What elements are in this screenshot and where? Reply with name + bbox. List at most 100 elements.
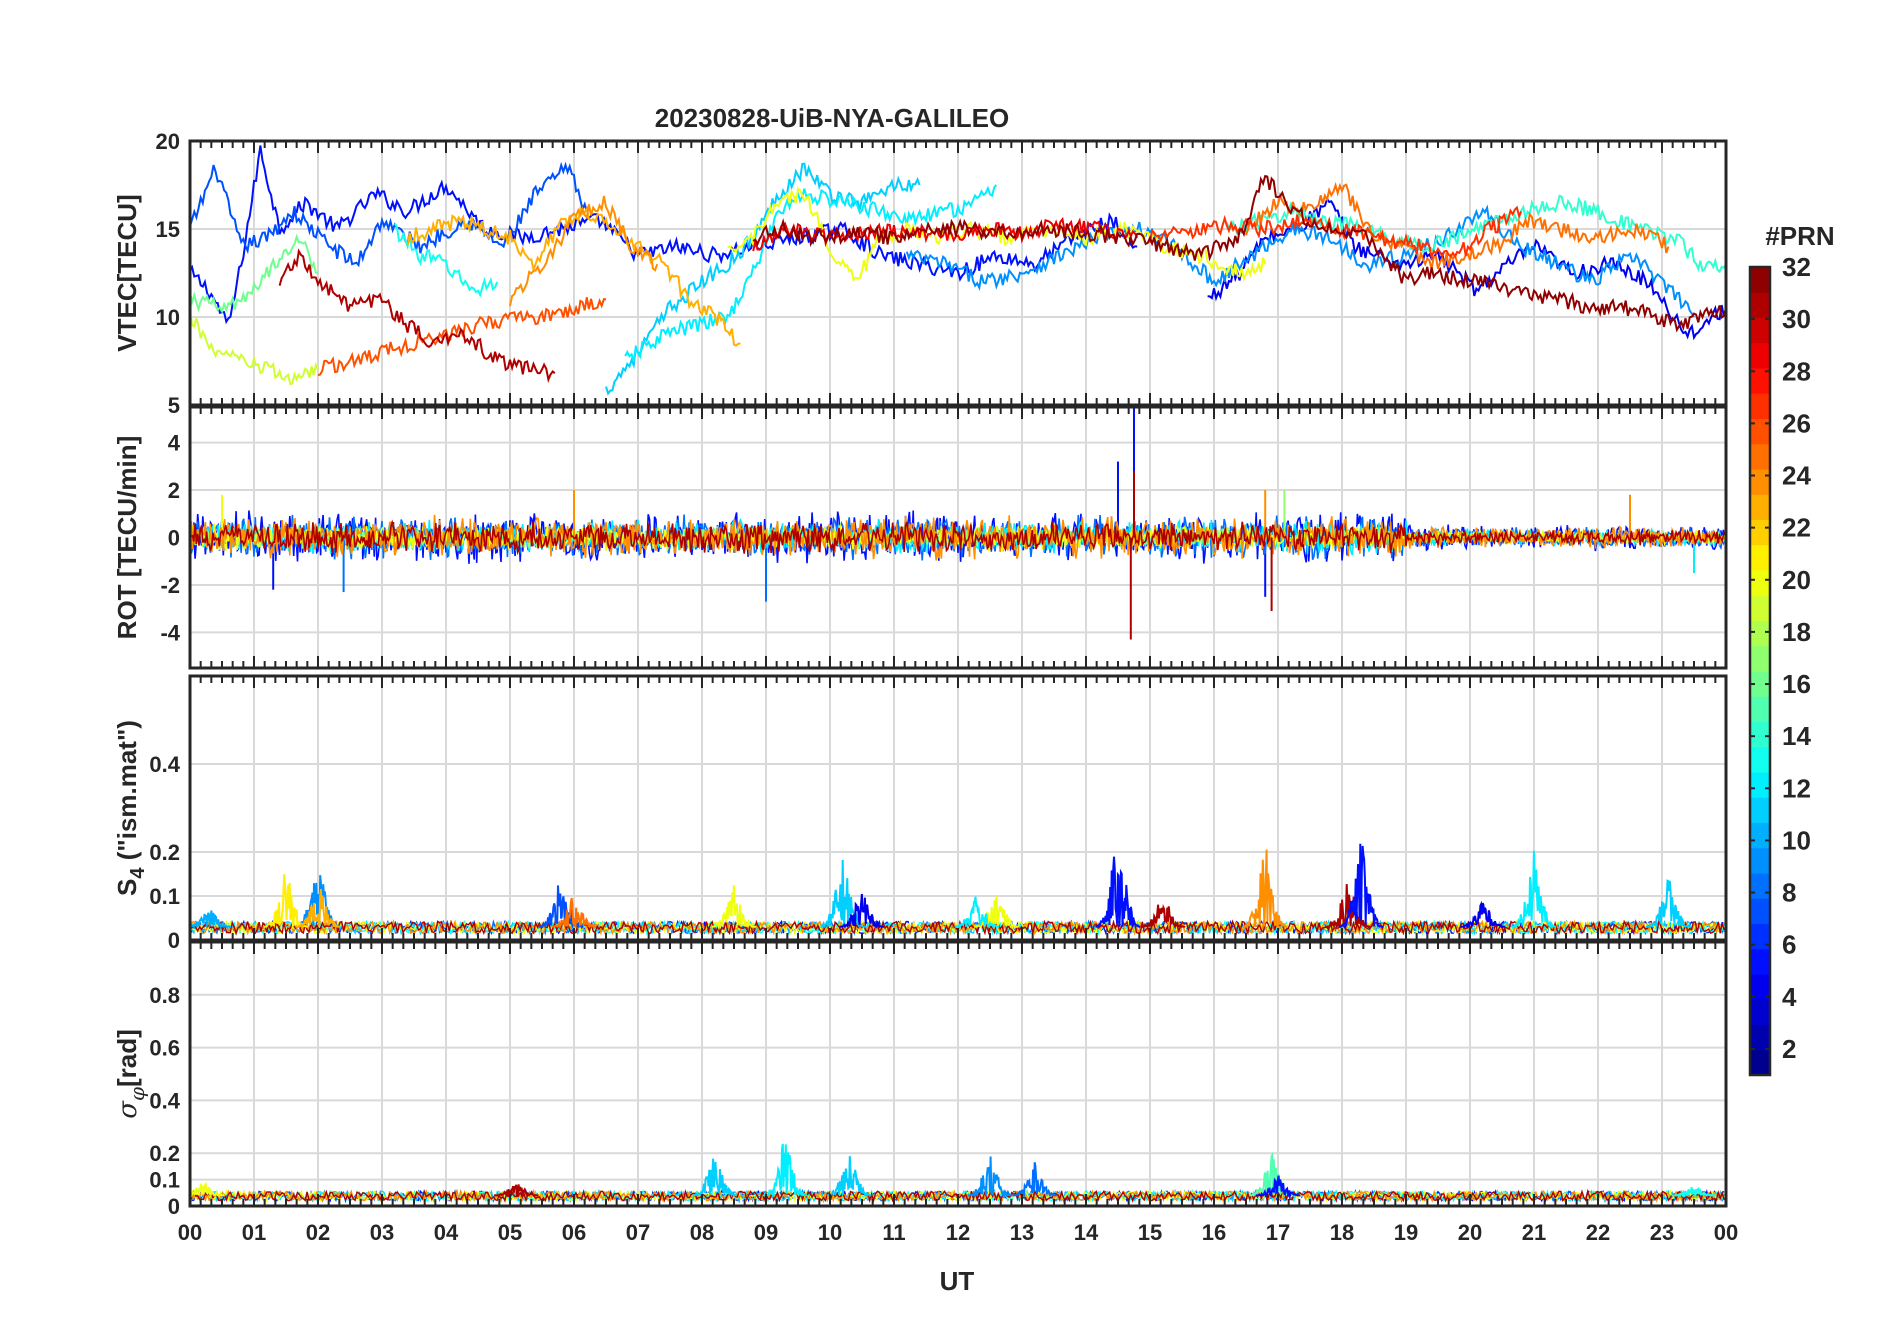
x-tick-label: 22: [1586, 1220, 1610, 1245]
x-tick-label: 12: [946, 1220, 970, 1245]
y-tick-label: 0.2: [149, 1141, 180, 1166]
panel-sigma_phi: 00.10.2 0.4 0.6 0.8σφ[rad] 00 01 02 03 04 05 06 07 0…: [112, 940, 1738, 1245]
y-tick-label: 0: [168, 526, 180, 551]
colorbar-tick-label: 2: [1782, 1034, 1796, 1064]
series-line-prn-23: [406, 205, 741, 347]
colorbar-tick-label: 30: [1782, 304, 1811, 334]
colorbar-segment: [1750, 393, 1770, 419]
colorbar-segment: [1750, 267, 1770, 293]
colorbar-segment: [1750, 443, 1770, 470]
x-tick-label: 07: [626, 1220, 650, 1245]
x-tick-label: 09: [754, 1220, 778, 1245]
series-line-prn-25: [1245, 181, 1670, 270]
colorbar-segment: [1750, 1049, 1770, 1076]
colorbar-tick-label: 14: [1782, 721, 1811, 751]
burst-prn-12: [954, 896, 1000, 929]
burst-prn-12: [1511, 850, 1557, 930]
series-group-vtec: [190, 145, 1726, 396]
figure-title: 20230828-UiB-NYA-GALILEO: [655, 103, 1010, 133]
series-line-prn-11: [605, 162, 921, 396]
burst-prn-4: [839, 893, 885, 930]
colorbar-segment: [1750, 772, 1770, 798]
colorbar-segment: [1750, 595, 1770, 621]
colorbar-segment: [1750, 368, 1770, 394]
colorbar-segment: [1750, 570, 1770, 596]
series-line-prn-5: [190, 145, 1138, 325]
burst-prn-31: [494, 1184, 539, 1198]
colorbar-label: #PRN: [1765, 221, 1834, 251]
colorbar-segment: [1750, 671, 1770, 697]
colorbar-frame: [1748, 265, 1772, 1077]
x-tick-label: 23: [1650, 1220, 1674, 1245]
colorbar-segment: [1750, 999, 1770, 1025]
burst-prn-24: [1242, 849, 1288, 928]
y-tick-label: 0.6: [149, 1036, 180, 1061]
burst-prn-23: [295, 888, 341, 929]
colorbar-tick-label: 24: [1782, 461, 1811, 491]
y-tick-label: 0.1: [149, 884, 180, 909]
burst-prn-11: [692, 1158, 737, 1199]
series-line-prn-13: [393, 222, 499, 298]
x-tick-label: 13: [1010, 1220, 1034, 1245]
y-tick-label: 2: [168, 478, 180, 503]
y-axis-label-s4: S4 ("ism.mat"): [112, 720, 149, 896]
colorbar-segment: [1750, 797, 1770, 823]
x-tick-label: 08: [690, 1220, 714, 1245]
y-tick-label: 20: [156, 129, 180, 154]
x-tick-label: 02: [306, 1220, 330, 1245]
x-tick-label: 10: [818, 1220, 842, 1245]
x-tick-label: 06: [562, 1220, 586, 1245]
y-tick-label: 15: [156, 217, 180, 242]
burst-prn-31: [1140, 903, 1185, 930]
burst-prn-8: [1012, 1162, 1057, 1197]
colorbar-segment: [1750, 469, 1770, 495]
series-line-prn-31: [190, 519, 1726, 556]
x-tick-label: 05: [498, 1220, 522, 1245]
y-tick-label: 10: [156, 305, 180, 330]
colorbar-tick-label: 6: [1782, 930, 1796, 960]
burst-prn-11: [820, 859, 866, 929]
colorbar-tick-label: 4: [1782, 982, 1797, 1012]
colorbar-segment: [1750, 923, 1770, 950]
x-ticks-sigma_phi: [189, 942, 1727, 1206]
series-line-prn-31: [278, 248, 556, 384]
y-tick-label: -2: [160, 573, 180, 598]
x-ticks-vtec: [189, 141, 1727, 405]
y-tick-label: 0: [168, 1194, 180, 1219]
colorbar-segment: [1750, 1024, 1770, 1051]
series-line-prn-19: [190, 309, 319, 386]
colorbar-segment: [1750, 620, 1770, 647]
x-tick-label: 03: [370, 1220, 394, 1245]
series-line-prn-9: [905, 204, 1695, 318]
colorbar-segment: [1750, 847, 1770, 874]
burst-prn-12: [762, 1143, 808, 1199]
x-tick-label: 04: [434, 1220, 459, 1245]
x-tick-label: 20: [1458, 1220, 1482, 1245]
series-line-prn-27: [1149, 205, 1523, 262]
colorbar-segment: [1750, 822, 1770, 849]
colorbar-tick-label: 16: [1782, 669, 1811, 699]
burst-prn-20: [711, 885, 757, 931]
series-line-prn-12: [624, 184, 998, 362]
x-tick-label: 01: [242, 1220, 266, 1245]
colorbar-segment: [1750, 974, 1770, 1000]
panel-s4: 0 0.1 0.2 0.4S4 ("ism.mat"): [112, 674, 1728, 953]
colorbar-segment: [1750, 721, 1770, 748]
colorbar-segment: [1750, 494, 1770, 520]
x-tick-label: 16: [1202, 1220, 1226, 1245]
colorbar-tick-label: 28: [1782, 356, 1811, 386]
series-line-prn-7: [190, 161, 588, 268]
burst-prn-15: [1249, 1151, 1294, 1197]
series-group-rot: [190, 407, 1726, 640]
x-ticks-rot: [189, 407, 1727, 668]
burst-prn-10: [190, 910, 232, 930]
burst-prn-5: [1338, 843, 1384, 930]
x-tick-label: 15: [1138, 1220, 1162, 1245]
colorbar-segment: [1750, 645, 1770, 672]
panel-vtec: 5 10 15 20 VTEC[TECU]: [112, 129, 1728, 418]
series-line-prn-16: [190, 233, 319, 315]
x-tick-label: 11: [882, 1220, 905, 1245]
colorbar-segment: [1750, 873, 1770, 899]
